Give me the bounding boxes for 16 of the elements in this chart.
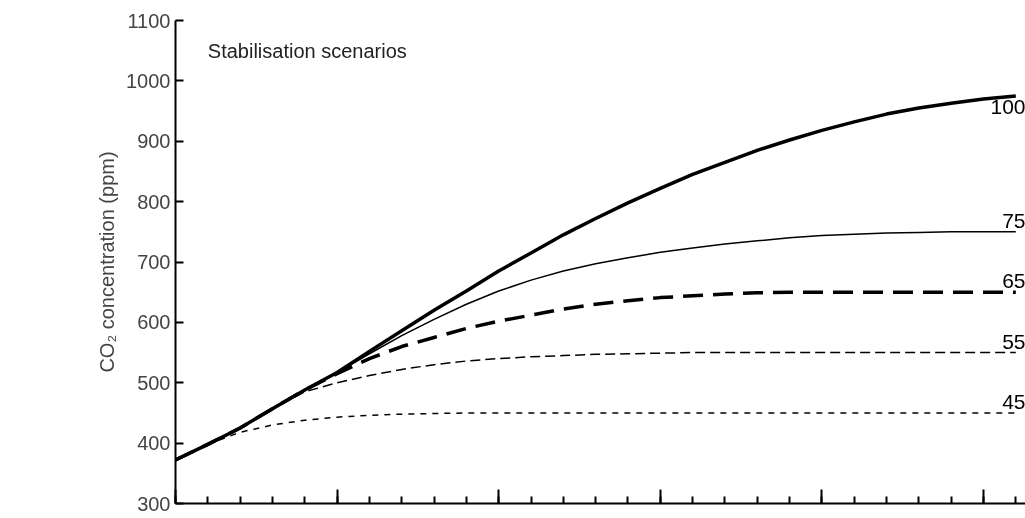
y-tick-label: 700 (137, 251, 171, 273)
series-label: 65 (1002, 269, 1025, 293)
y-axis-title: CO₂ concentration (ppm) (96, 151, 119, 373)
y-tick-label: 900 (137, 130, 171, 153)
text: Stabilisation scenarios (207, 39, 407, 62)
y-tick-label: 1000 (126, 69, 171, 92)
y-tick-label: 600 (137, 311, 171, 334)
y-tick-label: 500 (137, 371, 171, 394)
series-label: 75 (1002, 208, 1025, 232)
series-label: 100 (990, 94, 1025, 118)
y-tick-label: 800 (137, 190, 171, 213)
y-tick-label: 300 (137, 492, 171, 515)
y-tick-label: 400 (137, 432, 171, 455)
y-tick-label: 1100 (127, 9, 171, 32)
series-label: 55 (1002, 329, 1025, 353)
series-label: 45 (1002, 389, 1025, 413)
